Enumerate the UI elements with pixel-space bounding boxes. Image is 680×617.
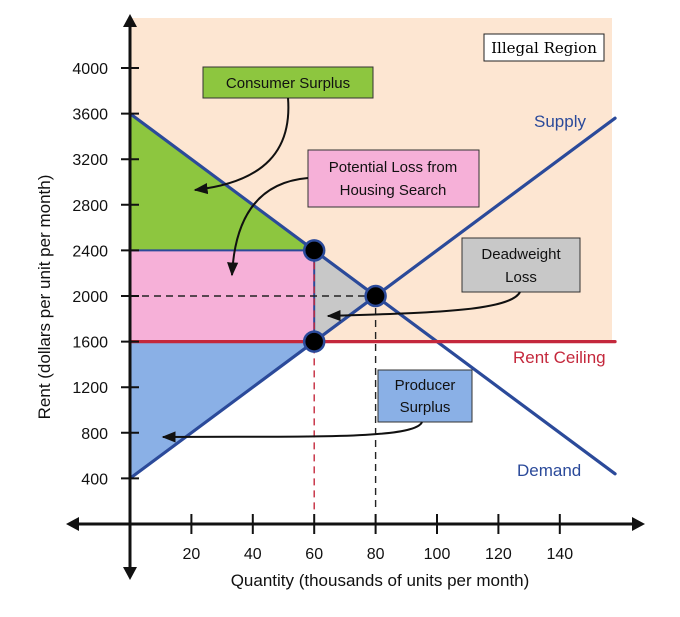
y-tick-label-4000: 4000 (72, 61, 108, 78)
y-axis-arrow-down (123, 567, 137, 580)
x-tick-label-100: 100 (424, 546, 451, 563)
x-axis-arrow-left (66, 517, 79, 531)
illegal-region-label: Illegal Region (491, 39, 597, 57)
quantity-supplied-point (302, 330, 326, 353)
x-tick-label-40: 40 (244, 546, 262, 563)
consumer-surplus-label: Consumer Surplus (226, 75, 350, 92)
producer-surplus-label: Producer Surplus (395, 377, 456, 416)
y-tick-label-1200: 1200 (72, 380, 108, 397)
y-tick-label-400: 400 (81, 471, 108, 488)
y-axis-arrow-up (123, 14, 137, 27)
supply-series-label: Supply (534, 112, 586, 131)
y-tick-label-2800: 2800 (72, 198, 108, 215)
consumer-surplus-callout: Consumer Surplus (202, 66, 374, 99)
x-tick-label-140: 140 (546, 546, 573, 563)
x-axis-arrow-right (632, 517, 645, 531)
producer-surplus-arrow (161, 421, 423, 443)
illegal-region-label-box: Illegal Region (483, 33, 605, 62)
x-tick-label-80: 80 (367, 546, 385, 563)
producer-surplus-callout: Producer Surplus (377, 369, 473, 423)
y-tick-label-2000: 2000 (72, 289, 108, 306)
demand-series-label: Demand (517, 461, 581, 480)
y-tick-label-3600: 3600 (72, 107, 108, 124)
x-tick-label-120: 120 (485, 546, 512, 563)
y-tick-label-3200: 3200 (72, 152, 108, 169)
y-tick-label-2400: 2400 (72, 243, 108, 260)
consumer-surplus-arrow (193, 97, 290, 195)
quantity-demanded-point (302, 239, 326, 262)
housing-search-arrow (227, 177, 309, 277)
x-tick-label-20: 20 (183, 546, 201, 563)
potential-loss-from-housing-search-region (130, 250, 315, 342)
y-axis-title: Rent (dollars per unit per month) (35, 175, 54, 420)
equilibrium-point (364, 284, 387, 308)
deadweight-loss-callout: Deadweight Loss (461, 237, 581, 293)
y-tick-label-1600: 1600 (72, 335, 108, 352)
x-tick-label-60: 60 (305, 546, 323, 563)
y-tick-label-800: 800 (81, 426, 108, 443)
rent-ceiling-series-label: Rent Ceiling (513, 348, 606, 367)
housing-search-label: Potential Loss from Housing Search (329, 159, 457, 199)
deadweight-loss-arrow (326, 291, 521, 322)
x-axis-title: Quantity (thousands of units per month) (231, 571, 530, 590)
deadweight-loss-label: Deadweight Loss (481, 246, 561, 286)
housing-search-callout: Potential Loss from Housing Search (307, 149, 480, 208)
